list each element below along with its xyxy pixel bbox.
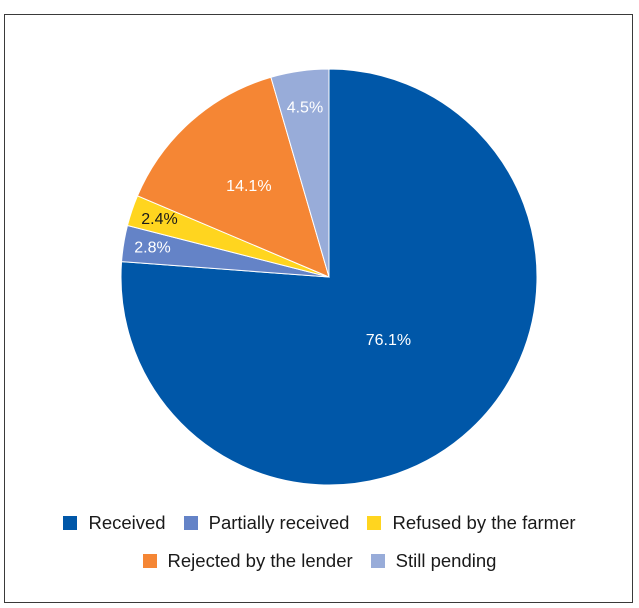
legend-label: Received	[88, 512, 166, 533]
legend-label: Still pending	[395, 550, 497, 571]
slice-label-partially-received: 2.8%	[134, 239, 170, 256]
legend-label: Partially received	[208, 512, 350, 533]
legend-swatch	[142, 554, 157, 568]
slice-label-still-pending: 4.5%	[287, 99, 323, 116]
legend-label: Refused by the farmer	[392, 512, 576, 533]
pie-slice-still-pending	[270, 68, 330, 278]
legend-item-still-pending: Still pending	[370, 550, 497, 572]
legend-label: Rejected by the lender	[167, 550, 353, 571]
legend-item-partially-received: Partially received	[183, 512, 350, 534]
legend-row-1: Received Partially received Refused by the…	[5, 512, 634, 534]
legend-item-rejected-by-the-lender: Rejected by the lender	[142, 550, 353, 572]
pie-slice-rejected-by-the-lender	[136, 76, 330, 278]
legend-item-refused-by-the-farmer: Refused by the farmer	[367, 512, 576, 534]
legend-swatch	[367, 516, 382, 530]
legend-swatch	[63, 516, 78, 530]
slice-label-rejected-by-the-lender: 14.1%	[226, 178, 271, 195]
slice-label-received: 76.1%	[366, 332, 411, 349]
legend-item-received: Received	[63, 512, 166, 534]
legend-swatch	[183, 516, 198, 530]
slice-label-refused-by-the-farmer: 2.4%	[141, 211, 177, 228]
pie-chart: 76.1% 2.8% 2.4% 14.1% 4.5%	[120, 68, 538, 486]
legend-swatch	[370, 554, 385, 568]
legend-row-2: Rejected by the lender Still pending	[5, 550, 634, 572]
chart-frame: 76.1% 2.8% 2.4% 14.1% 4.5% Received Partially…	[4, 14, 633, 603]
